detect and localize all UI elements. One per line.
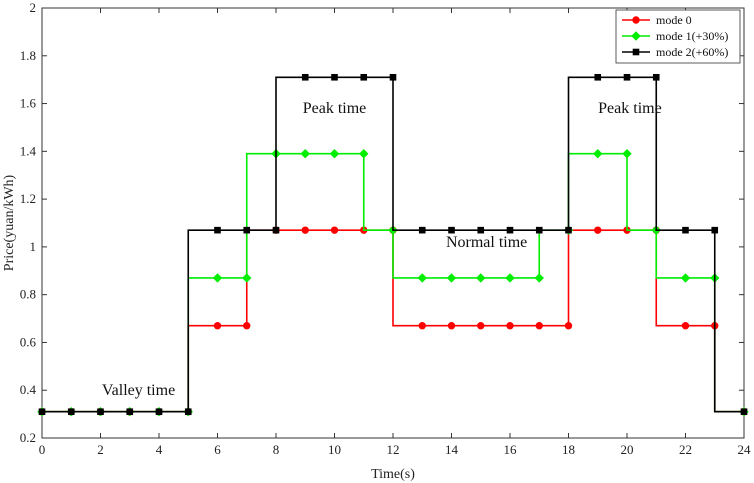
data-point — [594, 73, 602, 81]
y-tick-label: 1.4 — [20, 143, 37, 158]
x-tick-label: 12 — [387, 442, 400, 457]
series-2 — [38, 73, 748, 416]
y-axis-ticks: 0.2 0.4 0.6 0.8 1 1.2 1.4 1.6 1.8 2 — [20, 0, 744, 445]
data-point — [331, 73, 338, 81]
data-point — [622, 149, 632, 159]
y-tick-label: 1.8 — [20, 48, 36, 63]
data-point — [300, 149, 310, 159]
x-tick-label: 14 — [445, 442, 459, 457]
data-point — [535, 322, 543, 330]
data-point — [418, 226, 426, 234]
x-axis-ticks: 0 2 4 6 8 10 12 14 16 18 20 22 24 — [39, 8, 751, 457]
x-tick-label: 24 — [738, 442, 752, 457]
annotation-label: Peak time — [598, 100, 662, 117]
annotation-layer: Valley time Peak time Normal time Peak time — [102, 100, 662, 399]
data-point — [360, 73, 368, 81]
data-point — [272, 226, 280, 234]
annotation-label: Normal time — [446, 234, 527, 251]
x-tick-label: 6 — [214, 442, 221, 457]
data-point — [652, 73, 660, 81]
data-point — [505, 273, 515, 283]
y-tick-label: 1.2 — [20, 191, 36, 206]
data-point — [38, 408, 46, 416]
x-tick-label: 20 — [621, 442, 634, 457]
legend-label: mode 2(+60%) — [656, 45, 728, 59]
data-point — [212, 273, 223, 283]
data-point — [213, 322, 222, 330]
data-point — [447, 322, 456, 330]
legend-swatch-marker — [632, 48, 640, 56]
data-point — [389, 73, 397, 81]
legend-swatch-marker — [632, 16, 640, 24]
y-tick-label: 0.2 — [20, 430, 36, 445]
data-point — [564, 322, 573, 330]
legend: mode 0 mode 1(+30%) mode 2(+60%) — [615, 9, 741, 64]
data-point — [243, 322, 251, 330]
data-point — [97, 408, 104, 416]
data-point — [329, 149, 340, 159]
annotation-label: Valley time — [102, 382, 175, 399]
data-point — [243, 226, 251, 234]
legend-label: mode 0 — [656, 13, 692, 27]
y-tick-label: 2 — [30, 0, 37, 15]
data-point — [214, 226, 221, 234]
data-point — [242, 273, 252, 283]
data-point — [301, 73, 309, 81]
x-tick-label: 16 — [504, 442, 518, 457]
y-tick-label: 1 — [30, 239, 37, 254]
data-point — [477, 226, 485, 234]
series-layer — [37, 73, 749, 417]
legend-swatch-marker — [631, 31, 641, 41]
x-tick-label: 10 — [328, 442, 341, 457]
annotation-label: Peak time — [303, 100, 367, 117]
data-point — [448, 226, 455, 234]
x-tick-label: 8 — [273, 442, 280, 457]
data-point — [476, 273, 486, 283]
data-point — [418, 322, 426, 330]
data-point — [682, 226, 689, 234]
data-point — [535, 226, 543, 234]
x-tick-label: 18 — [562, 442, 575, 457]
x-tick-label: 2 — [97, 442, 104, 457]
data-point — [67, 408, 75, 416]
y-tick-label: 0.8 — [20, 287, 36, 302]
data-point — [330, 226, 339, 234]
y-tick-label: 0.6 — [20, 334, 37, 349]
data-point — [184, 408, 192, 416]
data-point — [359, 149, 369, 159]
data-point — [477, 322, 485, 330]
data-point — [623, 73, 631, 81]
data-point — [301, 226, 309, 234]
data-point — [565, 226, 572, 234]
data-point — [594, 226, 602, 234]
y-tick-label: 0.4 — [20, 382, 37, 397]
data-point — [506, 322, 514, 330]
data-point — [126, 408, 134, 416]
x-tick-label: 0 — [39, 442, 46, 457]
y-axis-label: Price(yuan/kWh) — [2, 174, 17, 271]
data-point — [417, 273, 427, 283]
x-axis-label: Time(s) — [371, 467, 415, 482]
data-point — [446, 273, 457, 283]
x-tick-label: 22 — [679, 442, 692, 457]
data-point — [534, 273, 544, 283]
y-tick-label: 1.6 — [20, 96, 37, 111]
data-point — [155, 408, 163, 416]
x-tick-label: 4 — [156, 442, 163, 457]
data-point — [740, 408, 748, 416]
data-point — [593, 149, 603, 159]
data-point — [506, 226, 514, 234]
legend-label: mode 1(+30%) — [656, 29, 728, 43]
data-point — [680, 273, 691, 283]
data-point — [681, 322, 690, 330]
data-point — [711, 226, 719, 234]
